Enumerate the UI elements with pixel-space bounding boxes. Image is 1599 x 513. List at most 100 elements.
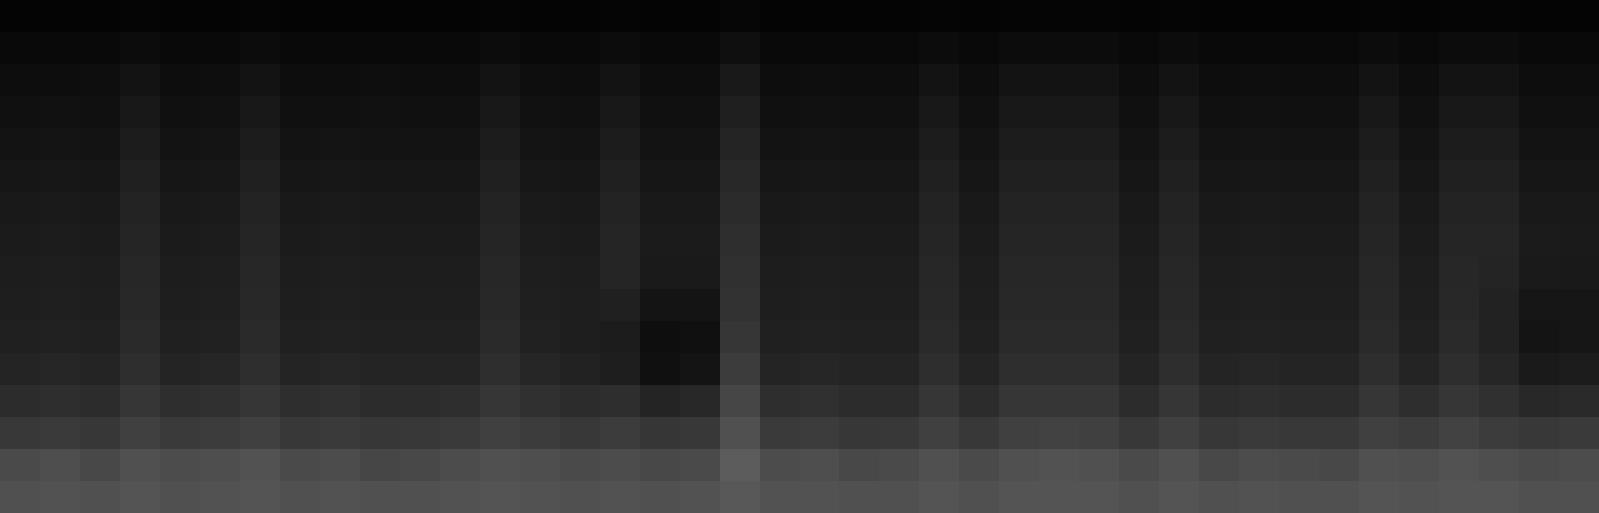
cell (560, 481, 600, 513)
cell (1279, 289, 1319, 321)
cell (0, 417, 40, 449)
cell (40, 385, 80, 417)
cell (400, 64, 440, 96)
cell (1399, 160, 1439, 192)
cell (600, 160, 640, 192)
cell (600, 192, 640, 224)
cell (1439, 224, 1479, 257)
cell (80, 321, 120, 353)
cell (1239, 481, 1279, 513)
cell (160, 160, 200, 192)
cell (680, 192, 720, 224)
cell (1559, 0, 1599, 32)
cell (919, 417, 959, 449)
cell (440, 353, 480, 385)
cell (879, 417, 919, 449)
cell (120, 385, 160, 417)
cell (440, 0, 480, 32)
cell (0, 192, 40, 224)
cell (1319, 289, 1359, 321)
cell (1199, 481, 1239, 513)
background (0, 0, 1599, 513)
cell (320, 160, 360, 192)
cell (1079, 32, 1119, 64)
cell (480, 128, 520, 160)
cell (0, 32, 40, 64)
cell (200, 0, 240, 32)
cell (360, 289, 400, 321)
cell (760, 289, 800, 321)
cell (1479, 353, 1519, 385)
cell (600, 481, 640, 513)
cell (480, 192, 520, 224)
cell (1199, 353, 1239, 385)
cell (280, 321, 320, 353)
cell (520, 289, 560, 321)
cell (1119, 64, 1159, 96)
cell (839, 321, 879, 353)
cell (240, 160, 280, 192)
cell (1439, 0, 1479, 32)
cell (400, 96, 440, 128)
cell (760, 417, 800, 449)
cell (800, 449, 839, 481)
cell (200, 192, 240, 224)
cell (640, 32, 680, 64)
cell (1079, 224, 1119, 257)
cell (0, 0, 40, 32)
cell (1359, 481, 1399, 513)
cell (1159, 417, 1199, 449)
cell (600, 224, 640, 257)
cell (1559, 481, 1599, 513)
cell (879, 449, 919, 481)
cell (1079, 481, 1119, 513)
cell (200, 257, 240, 289)
cell (720, 289, 760, 321)
cell (1359, 289, 1399, 321)
cell (280, 64, 320, 96)
cell (520, 481, 560, 513)
cell (120, 321, 160, 353)
cell (0, 385, 40, 417)
cell (1359, 321, 1399, 353)
cell (1199, 96, 1239, 128)
cell (40, 224, 80, 257)
cell (560, 385, 600, 417)
cell (1159, 353, 1199, 385)
cell (839, 417, 879, 449)
cell (680, 96, 720, 128)
cell (1359, 417, 1399, 449)
cell (1279, 257, 1319, 289)
cell (1039, 192, 1079, 224)
cell (1439, 32, 1479, 64)
cell (680, 160, 720, 192)
cell (959, 128, 999, 160)
cell (999, 128, 1039, 160)
cell (800, 257, 839, 289)
cell (240, 64, 280, 96)
cell (1399, 257, 1439, 289)
cell (1519, 481, 1559, 513)
cell (40, 353, 80, 385)
cell (400, 321, 440, 353)
cell (360, 32, 400, 64)
cell (720, 192, 760, 224)
cell (919, 96, 959, 128)
cell (919, 128, 959, 160)
cell (999, 192, 1039, 224)
cell (879, 257, 919, 289)
cell (720, 224, 760, 257)
cell (1239, 449, 1279, 481)
cell (1159, 128, 1199, 160)
cell (240, 32, 280, 64)
cell (280, 449, 320, 481)
cell (1519, 289, 1559, 321)
cell (400, 192, 440, 224)
cell (760, 449, 800, 481)
cell (1079, 160, 1119, 192)
cell (1519, 385, 1559, 417)
cell (240, 192, 280, 224)
cell (80, 0, 120, 32)
cell (400, 0, 440, 32)
cell (280, 417, 320, 449)
